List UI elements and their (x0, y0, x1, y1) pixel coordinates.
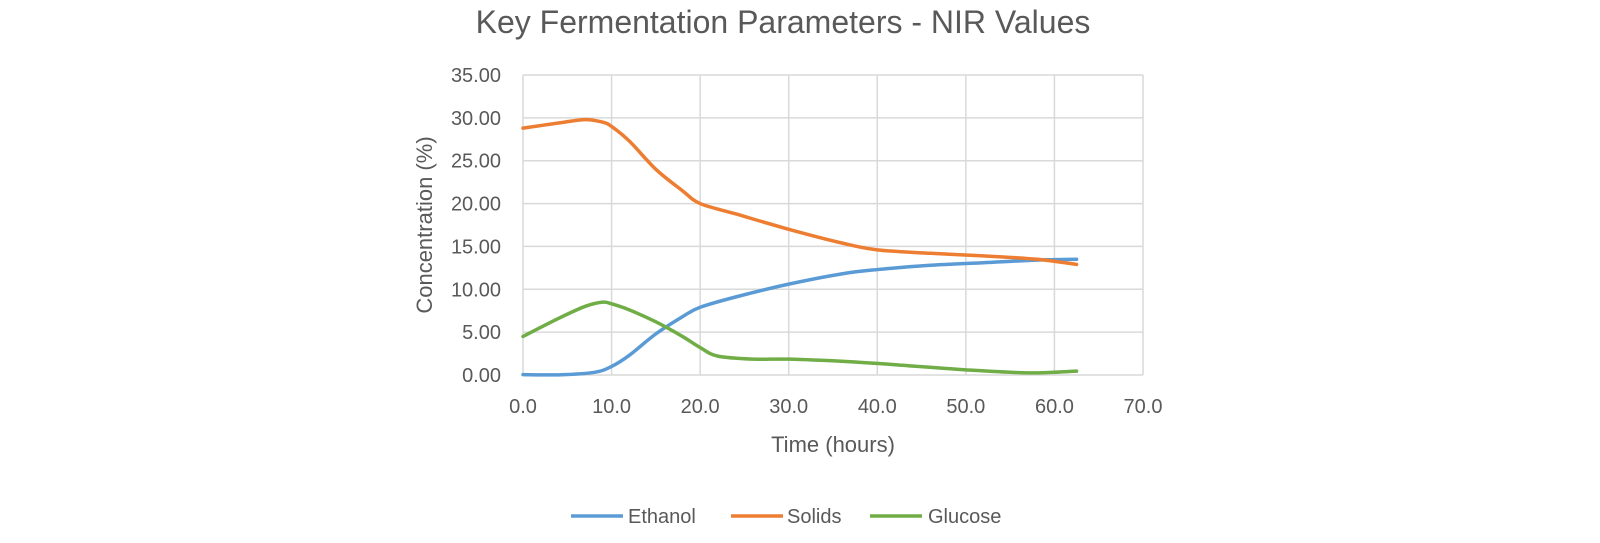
x-tick-label: 60.0 (1035, 396, 1074, 418)
x-axis-label: Time (hours) (771, 432, 895, 457)
y-tick-label: 30.00 (451, 108, 501, 130)
y-tick-label: 5.00 (462, 322, 501, 344)
series-line-glucose (521, 300, 1079, 375)
x-tick-label: 0.0 (509, 396, 537, 418)
y-tick-label: 25.00 (451, 151, 501, 173)
x-tick-label: 40.0 (858, 396, 897, 418)
y-tick-label: 20.00 (451, 194, 501, 216)
legend-label-glucose: Glucose (928, 506, 1001, 528)
series-line-solids (521, 117, 1079, 267)
x-tick-label: 10.0 (592, 396, 631, 418)
x-tick-label: 70.0 (1124, 396, 1163, 418)
y-axis-ticks: 0.00 5.00 10.00 15.00 20.00 25.00 30.00 35.00 (451, 65, 501, 387)
series-lines (521, 117, 1079, 377)
x-tick-label: 20.0 (681, 396, 720, 418)
x-axis-ticks: 0.0 10.0 20.0 30.0 40.0 50.0 60.0 70.0 (509, 396, 1162, 418)
legend-label-solids: Solids (787, 506, 841, 528)
y-axis-label: Concentration (%) (412, 136, 437, 313)
x-tick-label: 50.0 (946, 396, 985, 418)
y-tick-label: 0.00 (462, 365, 501, 387)
x-tick-label: 30.0 (769, 396, 808, 418)
legend-label-ethanol: Ethanol (628, 506, 696, 528)
legend: Ethanol Solids Glucose (571, 506, 1001, 528)
y-tick-label: 35.00 (451, 65, 501, 87)
y-tick-label: 15.00 (451, 236, 501, 258)
gridlines (522, 74, 1144, 376)
y-tick-label: 10.00 (451, 279, 501, 301)
chart-title: Key Fermentation Parameters - NIR Values (476, 4, 1091, 40)
series-line-ethanol (521, 257, 1079, 377)
